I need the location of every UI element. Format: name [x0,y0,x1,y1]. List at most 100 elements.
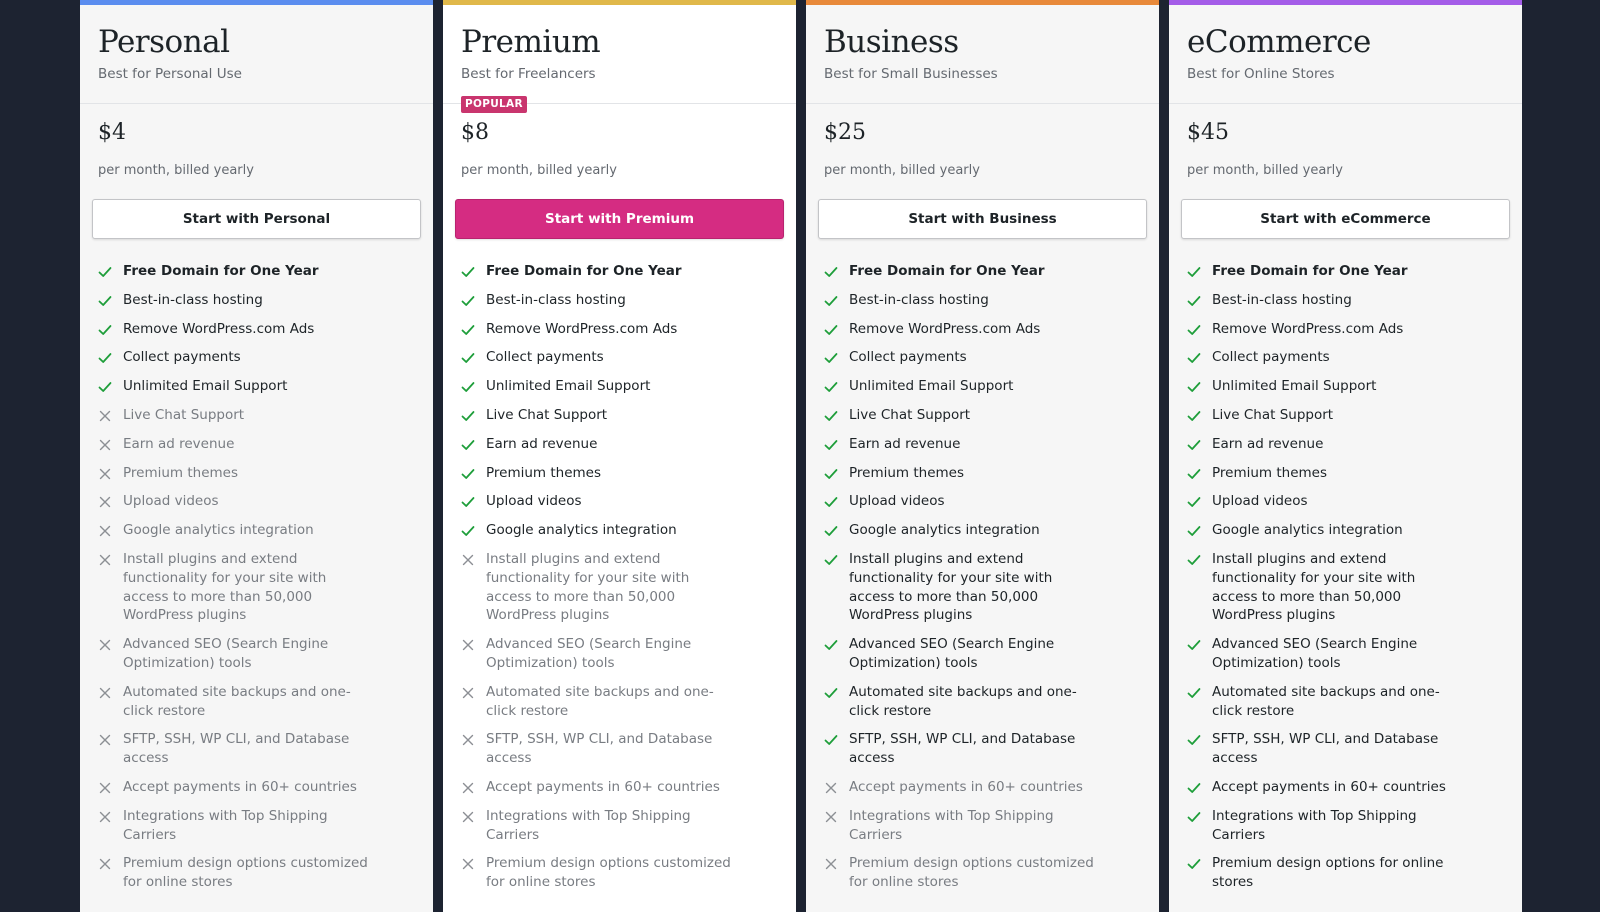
feature-label: Automated site backups and one-click res… [486,683,714,719]
check-icon [1187,555,1201,565]
feature-label: Advanced SEO (Search Engine Optimization… [486,636,692,671]
feature-label: Premium design options customized for on… [849,855,1094,891]
feature-item: Premium design options customized for on… [461,854,736,892]
feature-item: Best-in-class hosting [824,291,1099,310]
feature-list: Free Domain for One Year Best-in-class ho… [824,262,1159,902]
feature-label: Free Domain for One Year [849,263,1045,279]
plan-name: Personal [98,24,230,60]
cross-icon [462,639,474,651]
feature-label: Upload videos [486,493,582,510]
feature-item: Free Domain for One Year [1187,262,1462,281]
feature-item: Google analytics integration [1187,521,1462,540]
check-icon [824,267,838,277]
check-icon [1187,439,1201,450]
feature-label: Earn ad revenue [1212,435,1324,452]
plan-tagline: Best for Small Businesses [824,66,998,82]
feature-item: Premium themes [1187,464,1462,483]
feature-item: Live Chat Support [461,406,736,425]
feature-item: SFTP, SSH, WP CLI, and Database access [1187,730,1462,768]
feature-list: Free Domain for One Year Best-in-class ho… [1187,262,1522,902]
feature-label: Advanced SEO (Search Engine Optimization… [849,636,1055,671]
check-icon [461,468,475,479]
feature-label: Integrations with Top Shipping Carriers [486,807,691,843]
cross-icon [99,554,111,566]
feature-item: Live Chat Support [824,406,1099,425]
cross-icon [99,525,111,537]
check-icon [824,295,838,306]
plan-tagline: Best for Online Stores [1187,66,1335,82]
check-icon [824,468,838,479]
cross-icon [462,782,474,794]
feature-label: Free Domain for One Year [1212,263,1408,279]
feature-label: Google analytics integration [486,522,677,539]
plan-divider [80,103,433,104]
cross-icon [825,782,837,794]
plan-divider [806,103,1159,104]
check-icon [1187,687,1201,698]
feature-label: Unlimited Email Support [849,378,1014,395]
plan-card-premium: Premium Best for Freelancers POPULAR $8 per … [443,0,796,912]
feature-item: Premium design options customized for on… [98,854,373,892]
feature-item: Premium design options for online stores [1187,854,1462,892]
check-icon [461,353,475,364]
feature-label: Unlimited Email Support [123,378,288,395]
feature-label: Remove WordPress.com Ads [123,320,315,337]
feature-item: Install plugins and extend functionality… [824,550,1099,625]
feature-label: Best-in-class hosting [486,291,626,308]
start-with-business-button[interactable]: Start with Business [818,199,1147,239]
feature-item: Automated site backups and one-click res… [461,683,736,721]
plan-price: $25 [824,120,866,145]
check-icon [824,439,838,450]
plan-billing-note: per month, billed yearly [98,163,254,178]
feature-label: Free Domain for One Year [486,263,682,279]
check-icon [1187,526,1201,537]
start-with-premium-button[interactable]: Start with Premium [455,199,784,239]
feature-label: Live Chat Support [849,406,971,423]
feature-item: Install plugins and extend functionality… [98,550,373,625]
plan-accent-bar [1169,0,1522,5]
plan-accent-bar [443,0,796,5]
plan-price: $45 [1187,120,1229,145]
feature-item: Upload videos [98,492,373,511]
plan-name: Business [824,24,959,60]
check-icon [1187,353,1201,364]
feature-label: Accept payments in 60+ countries [1212,778,1446,795]
check-icon [1187,324,1201,335]
feature-label: Install plugins and extend functionality… [486,550,690,624]
feature-label: Upload videos [849,493,945,510]
feature-item: Upload videos [461,492,736,511]
cross-icon [462,859,474,870]
cross-icon [825,811,837,822]
feature-item: Advanced SEO (Search Engine Optimization… [98,635,373,673]
start-with-ecommerce-button[interactable]: Start with eCommerce [1181,199,1510,239]
plan-accent-bar [80,0,433,5]
feature-label: Free Domain for One Year [123,263,319,279]
plan-billing-note: per month, billed yearly [1187,163,1343,178]
feature-label: SFTP, SSH, WP CLI, and Database access [1212,731,1439,767]
check-icon [824,411,838,421]
check-icon [1187,735,1201,746]
start-with-personal-button[interactable]: Start with Personal [92,199,421,239]
feature-item: Accept payments in 60+ countries [98,778,373,797]
feature-label: SFTP, SSH, WP CLI, and Database access [849,731,1076,767]
feature-label: Collect payments [1212,349,1330,366]
feature-item: Accept payments in 60+ countries [1187,778,1462,797]
feature-label: Live Chat Support [486,406,608,423]
feature-label: Google analytics integration [1212,522,1403,539]
feature-label: Earn ad revenue [123,435,235,452]
feature-label: Install plugins and extend functionality… [123,550,327,624]
feature-label: Premium themes [849,464,965,481]
plan-billing-note: per month, billed yearly [824,163,980,178]
feature-item: Upload videos [1187,492,1462,511]
feature-item: Earn ad revenue [824,435,1099,454]
check-icon [461,526,475,537]
feature-item: Collect payments [461,348,736,367]
feature-label: Automated site backups and one-click res… [1212,683,1440,719]
check-icon [461,382,475,393]
feature-item: Automated site backups and one-click res… [824,683,1099,721]
feature-label: Premium design options customized for on… [123,855,368,891]
feature-label: Collect payments [123,349,241,366]
plan-name: Premium [461,24,601,60]
feature-item: Integrations with Top Shipping Carriers [824,807,1099,845]
